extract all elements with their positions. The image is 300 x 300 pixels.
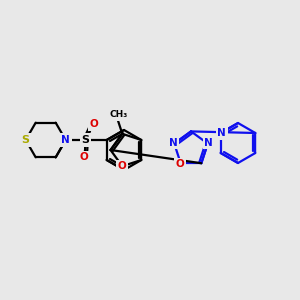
Text: N: N: [61, 135, 70, 145]
Text: N: N: [169, 138, 178, 148]
Text: O: O: [175, 159, 184, 169]
Text: N: N: [217, 128, 226, 138]
Text: S: S: [82, 135, 90, 145]
Text: O: O: [118, 161, 127, 171]
Text: CH₃: CH₃: [110, 110, 128, 119]
Text: S: S: [22, 135, 30, 145]
Text: O: O: [89, 119, 98, 129]
Text: N: N: [204, 138, 213, 148]
Text: O: O: [79, 152, 88, 162]
